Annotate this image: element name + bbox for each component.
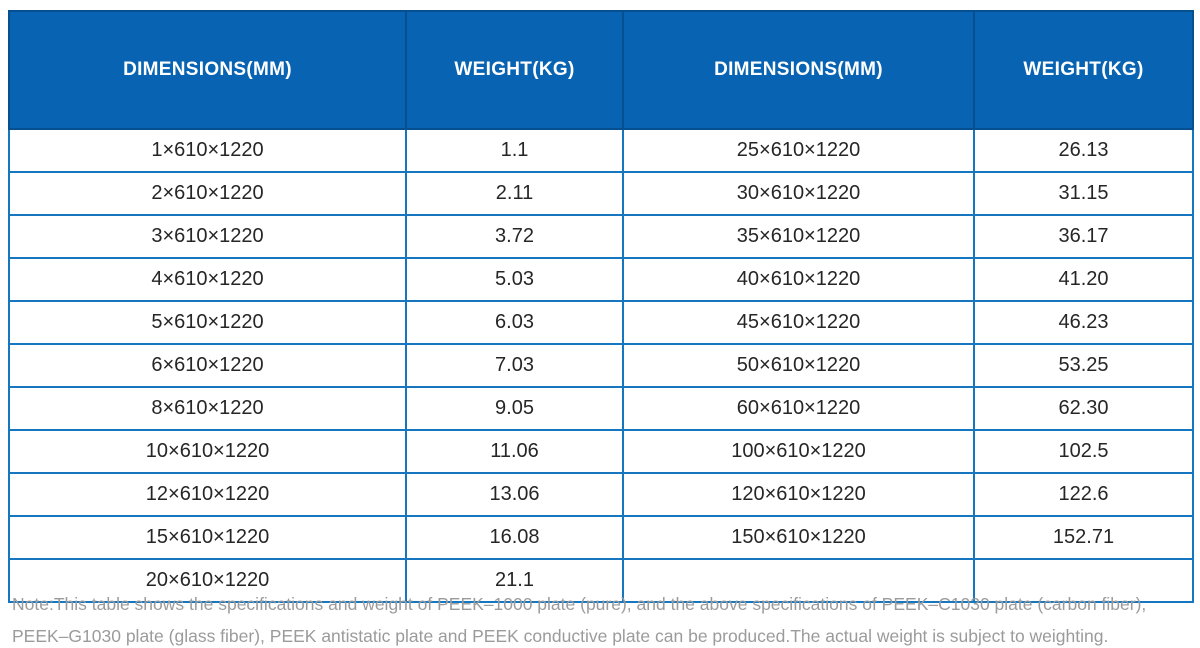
table-row: 10×610×1220 11.06 100×610×1220 102.5 [8, 429, 1194, 474]
table-row: 4×610×1220 5.03 40×610×1220 41.20 [8, 257, 1194, 302]
weight-cell: 53.25 [973, 343, 1194, 388]
weight-cell: 3.72 [405, 214, 624, 259]
dimensions-cell: 35×610×1220 [622, 214, 975, 259]
column-header-weight-right: WEIGHT(KG) [973, 10, 1194, 130]
weight-cell: 13.06 [405, 472, 624, 517]
dimensions-cell: 1×610×1220 [8, 128, 407, 173]
footnote-line-2: PEEK–G1030 plate (glass fiber), PEEK ant… [12, 626, 1109, 646]
dimensions-cell: 15×610×1220 [8, 515, 407, 560]
dimensions-cell: 45×610×1220 [622, 300, 975, 345]
weight-cell: 6.03 [405, 300, 624, 345]
dimensions-cell: 60×610×1220 [622, 386, 975, 431]
table-row: 1×610×1220 1.1 25×610×1220 26.13 [8, 128, 1194, 173]
weight-cell: 1.1 [405, 128, 624, 173]
weight-cell-empty [973, 558, 1194, 603]
dimensions-cell-empty [622, 558, 975, 603]
weight-cell: 7.03 [405, 343, 624, 388]
table-row: 20×610×1220 21.1 [8, 558, 1194, 603]
table-row: 8×610×1220 9.05 60×610×1220 62.30 [8, 386, 1194, 431]
table-row: 6×610×1220 7.03 50×610×1220 53.25 [8, 343, 1194, 388]
dimensions-cell: 120×610×1220 [622, 472, 975, 517]
dimensions-cell: 25×610×1220 [622, 128, 975, 173]
weight-cell: 5.03 [405, 257, 624, 302]
dimensions-cell: 6×610×1220 [8, 343, 407, 388]
dimensions-cell: 30×610×1220 [622, 171, 975, 216]
dimensions-cell: 100×610×1220 [622, 429, 975, 474]
weight-cell: 46.23 [973, 300, 1194, 345]
footnote: Note:This table shows the specifications… [12, 588, 1190, 648]
dimensions-cell: 20×610×1220 [8, 558, 407, 603]
weight-cell: 21.1 [405, 558, 624, 603]
dimensions-cell: 2×610×1220 [8, 171, 407, 216]
column-header-weight-left: WEIGHT(KG) [405, 10, 624, 130]
dimensions-cell: 12×610×1220 [8, 472, 407, 517]
dimensions-cell: 40×610×1220 [622, 257, 975, 302]
column-header-dimensions-right: DIMENSIONS(MM) [622, 10, 975, 130]
table-row: 15×610×1220 16.08 150×610×1220 152.71 [8, 515, 1194, 560]
dimensions-cell: 8×610×1220 [8, 386, 407, 431]
weight-cell: 36.17 [973, 214, 1194, 259]
weight-cell: 11.06 [405, 429, 624, 474]
weight-cell: 26.13 [973, 128, 1194, 173]
weight-cell: 102.5 [973, 429, 1194, 474]
dimensions-cell: 10×610×1220 [8, 429, 407, 474]
weight-cell: 62.30 [973, 386, 1194, 431]
table-row: 12×610×1220 13.06 120×610×1220 122.6 [8, 472, 1194, 517]
weight-cell: 9.05 [405, 386, 624, 431]
table-row: 5×610×1220 6.03 45×610×1220 46.23 [8, 300, 1194, 345]
table-row: 2×610×1220 2.11 30×610×1220 31.15 [8, 171, 1194, 216]
weight-cell: 41.20 [973, 257, 1194, 302]
dimensions-cell: 5×610×1220 [8, 300, 407, 345]
peek-plate-spec-table: DIMENSIONS(MM) WEIGHT(KG) DIMENSIONS(MM)… [8, 10, 1194, 603]
weight-cell: 31.15 [973, 171, 1194, 216]
weight-cell: 122.6 [973, 472, 1194, 517]
table-row: 3×610×1220 3.72 35×610×1220 36.17 [8, 214, 1194, 259]
dimensions-cell: 150×610×1220 [622, 515, 975, 560]
dimensions-cell: 3×610×1220 [8, 214, 407, 259]
weight-cell: 152.71 [973, 515, 1194, 560]
weight-cell: 16.08 [405, 515, 624, 560]
footnote-line-1: Note:This table shows the specifications… [12, 594, 1147, 614]
weight-cell: 2.11 [405, 171, 624, 216]
dimensions-cell: 50×610×1220 [622, 343, 975, 388]
table-header-row: DIMENSIONS(MM) WEIGHT(KG) DIMENSIONS(MM)… [8, 10, 1194, 130]
column-header-dimensions-left: DIMENSIONS(MM) [8, 10, 407, 130]
dimensions-cell: 4×610×1220 [8, 257, 407, 302]
